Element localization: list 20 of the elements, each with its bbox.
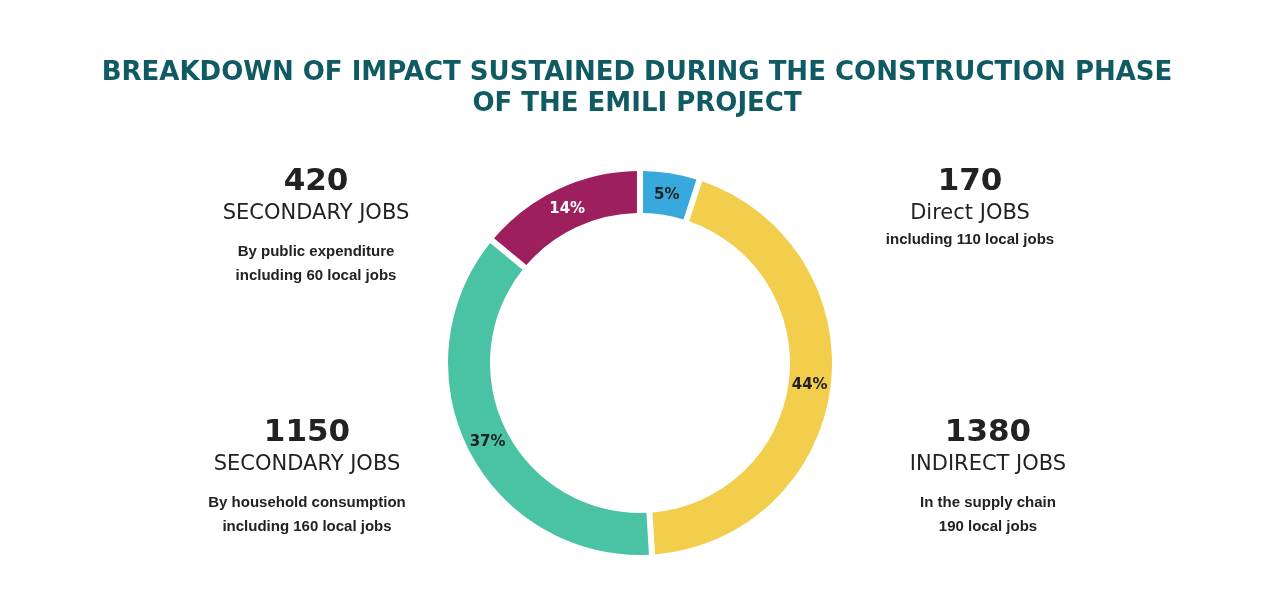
text: 170: [937, 161, 1003, 197]
text: By household consumption including 160 local jobs: [208, 493, 406, 534]
text: By public expenditure including 60 local jobs: [235, 242, 397, 283]
text: In the supply chain 190 local jobs: [920, 493, 1056, 534]
data-label: 44%: [791, 375, 828, 394]
text: 420: [283, 161, 349, 197]
text: 1380: [944, 412, 1032, 448]
chart-title: BREAKDOWN OF IMPACT SUSTAINED DURING THE CONSTRUCTION PHASE OF THE EMILI PROJECT: [101, 56, 1173, 117]
data-label: 14%: [549, 199, 586, 218]
text: INDIRECT JOBS: [909, 451, 1067, 475]
text: SECONDARY JOBS: [213, 451, 401, 475]
data-label: 5%: [654, 185, 680, 204]
data-label: 37%: [469, 431, 506, 450]
donut-slice: [652, 181, 832, 555]
text: SECONDARY JOBS: [222, 200, 410, 224]
donut-slice: [494, 171, 637, 266]
text: Direct JOBS: [910, 200, 1030, 224]
text: 1150: [263, 412, 351, 448]
text: including 110 local jobs: [885, 230, 1055, 247]
donut-slice: [448, 242, 650, 555]
